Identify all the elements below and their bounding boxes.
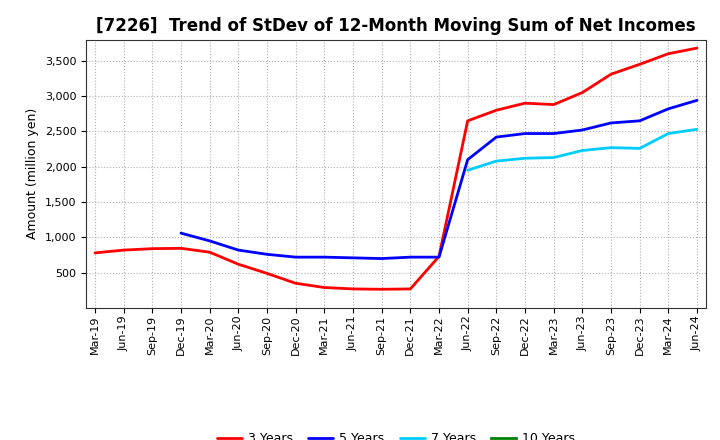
3 Years xyxy=(176,246,185,251)
7 Years xyxy=(521,156,529,161)
3 Years xyxy=(406,286,415,292)
3 Years xyxy=(521,100,529,106)
7 Years xyxy=(464,168,472,173)
Legend: 3 Years, 5 Years, 7 Years, 10 Years: 3 Years, 5 Years, 7 Years, 10 Years xyxy=(212,427,580,440)
5 Years xyxy=(348,255,357,260)
3 Years xyxy=(148,246,157,251)
3 Years xyxy=(607,72,616,77)
7 Years xyxy=(693,127,701,132)
3 Years xyxy=(664,51,672,56)
7 Years xyxy=(664,131,672,136)
3 Years xyxy=(320,285,328,290)
Y-axis label: Amount (million yen): Amount (million yen) xyxy=(27,108,40,239)
5 Years xyxy=(377,256,386,261)
5 Years xyxy=(492,135,500,140)
5 Years xyxy=(607,120,616,125)
3 Years xyxy=(435,254,444,259)
7 Years xyxy=(549,155,558,160)
5 Years xyxy=(464,157,472,162)
3 Years xyxy=(377,286,386,292)
5 Years xyxy=(521,131,529,136)
Line: 7 Years: 7 Years xyxy=(468,129,697,170)
3 Years xyxy=(91,250,99,256)
5 Years xyxy=(635,118,644,124)
3 Years xyxy=(635,62,644,67)
7 Years xyxy=(607,145,616,150)
5 Years xyxy=(263,252,271,257)
3 Years xyxy=(549,102,558,107)
3 Years xyxy=(263,271,271,276)
Line: 3 Years: 3 Years xyxy=(95,48,697,289)
5 Years xyxy=(435,254,444,260)
3 Years xyxy=(348,286,357,292)
3 Years xyxy=(205,249,214,255)
3 Years xyxy=(464,118,472,124)
5 Years xyxy=(664,106,672,111)
Title: [7226]  Trend of StDev of 12-Month Moving Sum of Net Incomes: [7226] Trend of StDev of 12-Month Moving… xyxy=(96,17,696,35)
3 Years xyxy=(120,247,128,253)
5 Years xyxy=(205,238,214,244)
5 Years xyxy=(406,254,415,260)
5 Years xyxy=(693,98,701,103)
5 Years xyxy=(234,247,243,253)
5 Years xyxy=(549,131,558,136)
5 Years xyxy=(578,127,587,132)
5 Years xyxy=(320,254,328,260)
5 Years xyxy=(292,254,300,260)
3 Years xyxy=(234,261,243,267)
Line: 5 Years: 5 Years xyxy=(181,100,697,259)
3 Years xyxy=(492,108,500,113)
3 Years xyxy=(292,281,300,286)
3 Years xyxy=(578,90,587,95)
7 Years xyxy=(635,146,644,151)
5 Years xyxy=(176,231,185,236)
7 Years xyxy=(492,158,500,164)
3 Years xyxy=(693,45,701,51)
7 Years xyxy=(578,148,587,153)
